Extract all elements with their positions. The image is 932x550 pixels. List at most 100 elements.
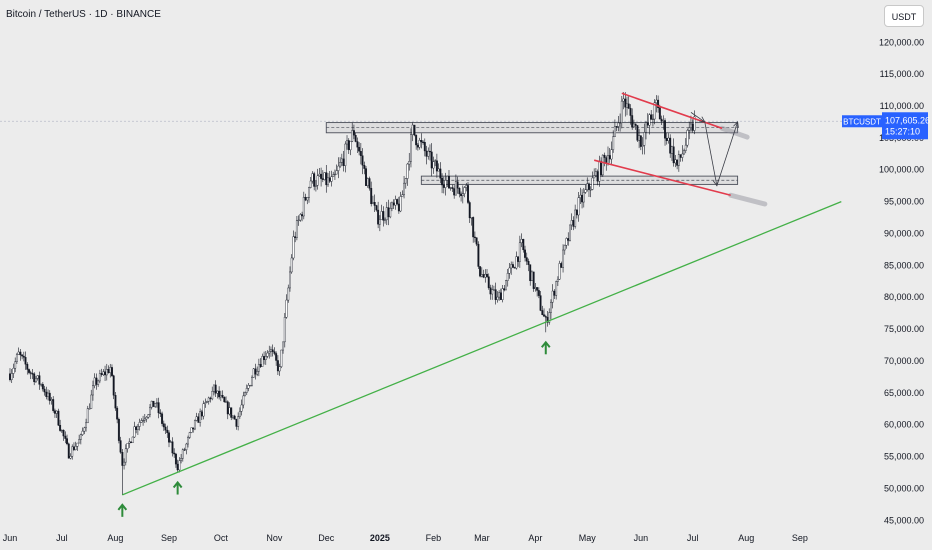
candle — [309, 180, 312, 188]
candle — [95, 377, 98, 385]
y-tick-label: 110,000.00 — [880, 101, 924, 111]
candle — [664, 120, 666, 139]
candle — [684, 144, 687, 151]
candle — [128, 441, 131, 444]
candle — [522, 239, 525, 251]
candle — [411, 124, 414, 135]
candle — [468, 202, 471, 219]
candle — [164, 426, 167, 431]
currency-button[interactable]: USDT — [884, 5, 924, 27]
candle — [69, 456, 72, 459]
candle — [337, 165, 340, 171]
candle — [100, 373, 103, 375]
candle — [454, 181, 457, 196]
candle — [85, 422, 87, 429]
candle — [377, 209, 380, 225]
candle — [539, 295, 542, 311]
candle — [278, 366, 281, 372]
candle — [50, 399, 53, 401]
candle — [546, 316, 549, 323]
candle — [29, 372, 32, 374]
candle — [178, 460, 181, 471]
candle — [465, 185, 468, 188]
candle — [299, 214, 302, 221]
candle — [71, 446, 74, 457]
candle — [316, 175, 319, 186]
candle — [544, 316, 547, 318]
candle — [373, 202, 376, 206]
candle — [449, 187, 452, 189]
candle — [244, 392, 246, 397]
y-tick-label: 65,000.00 — [884, 388, 924, 398]
candle — [418, 140, 421, 148]
candle — [365, 168, 367, 186]
candle — [292, 236, 295, 259]
candle — [555, 281, 558, 296]
up-arrow-head — [172, 480, 183, 489]
candle — [677, 154, 680, 166]
candle — [180, 458, 183, 461]
candle — [660, 118, 663, 122]
candle — [638, 135, 641, 141]
candle — [529, 264, 532, 282]
candle — [171, 441, 174, 454]
candle — [264, 356, 267, 361]
channel-lower-line[interactable] — [593, 159, 731, 197]
candle — [256, 371, 259, 375]
candle — [389, 208, 392, 218]
candle — [152, 400, 155, 407]
projection-arrowhead — [698, 116, 706, 123]
candle — [691, 123, 694, 131]
support-trendline[interactable] — [122, 201, 842, 496]
candle — [240, 404, 243, 412]
candle — [206, 401, 208, 403]
candle — [188, 432, 191, 438]
candle — [518, 242, 521, 262]
candle — [97, 380, 100, 385]
candle — [594, 171, 597, 176]
candle — [639, 135, 642, 147]
candle — [43, 388, 46, 393]
candle — [308, 187, 310, 198]
y-tick-label: 55,000.00 — [884, 452, 924, 462]
candle — [420, 140, 423, 143]
candle — [520, 239, 523, 244]
candle — [392, 202, 395, 206]
candle — [448, 175, 450, 189]
candle — [81, 430, 84, 435]
candle — [192, 427, 195, 430]
candle — [650, 114, 653, 120]
candle — [302, 196, 305, 217]
candle — [92, 385, 94, 396]
candle — [251, 377, 253, 386]
candle — [219, 395, 222, 398]
candle — [26, 364, 29, 370]
candle — [380, 211, 383, 220]
x-tick-label: 2025 — [370, 533, 390, 543]
candle — [273, 351, 276, 354]
candle — [105, 369, 108, 376]
candle — [693, 116, 696, 131]
candle — [494, 289, 497, 300]
candle — [435, 160, 438, 172]
candle — [328, 177, 331, 182]
candle — [361, 155, 364, 166]
channel-upper-line[interactable] — [621, 92, 723, 130]
candle — [230, 407, 233, 418]
candle — [657, 99, 660, 109]
candle — [415, 134, 418, 146]
candle — [543, 314, 545, 317]
candle — [648, 114, 651, 126]
x-tick-label: Mar — [474, 533, 490, 543]
candle — [242, 395, 245, 406]
projection-path[interactable] — [690, 112, 738, 186]
candle — [34, 378, 37, 383]
candle — [190, 427, 193, 433]
x-tick-label: Jul — [687, 533, 699, 543]
candle — [422, 141, 425, 143]
candle — [506, 272, 509, 281]
price-label: 107,605.26 — [885, 115, 930, 125]
candle — [626, 103, 628, 108]
